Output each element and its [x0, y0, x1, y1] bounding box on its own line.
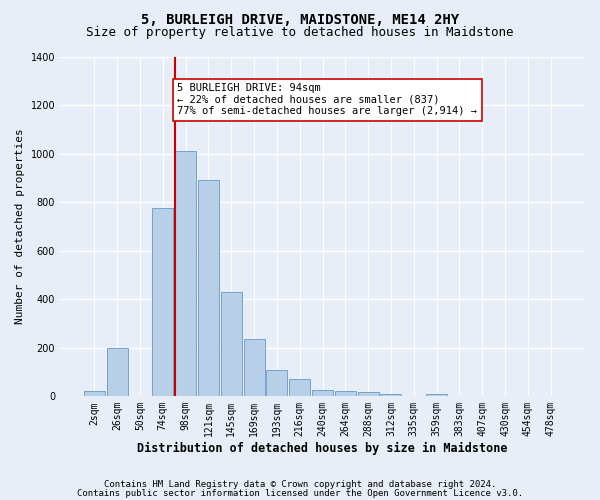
Bar [175, 151, 196, 396]
Bar [380, 394, 401, 396]
Bar [152, 208, 173, 396]
Text: 5 BURLEIGH DRIVE: 94sqm
← 22% of detached houses are smaller (837)
77% of semi-d: 5 BURLEIGH DRIVE: 94sqm ← 22% of detache… [178, 83, 478, 116]
Text: Contains public sector information licensed under the Open Government Licence v3: Contains public sector information licen… [77, 488, 523, 498]
Bar [312, 390, 333, 396]
Bar [426, 394, 447, 396]
Bar [289, 380, 310, 396]
Bar [221, 292, 242, 396]
Bar [358, 392, 379, 396]
Text: 5, BURLEIGH DRIVE, MAIDSTONE, ME14 2HY: 5, BURLEIGH DRIVE, MAIDSTONE, ME14 2HY [141, 12, 459, 26]
Bar [266, 370, 287, 396]
Bar [84, 392, 105, 396]
Text: Contains HM Land Registry data © Crown copyright and database right 2024.: Contains HM Land Registry data © Crown c… [104, 480, 496, 489]
Bar [335, 392, 356, 396]
X-axis label: Distribution of detached houses by size in Maidstone: Distribution of detached houses by size … [137, 442, 508, 455]
Text: Size of property relative to detached houses in Maidstone: Size of property relative to detached ho… [86, 26, 514, 39]
Bar [244, 339, 265, 396]
Y-axis label: Number of detached properties: Number of detached properties [15, 128, 25, 324]
Bar [107, 348, 128, 396]
Bar [198, 180, 219, 396]
